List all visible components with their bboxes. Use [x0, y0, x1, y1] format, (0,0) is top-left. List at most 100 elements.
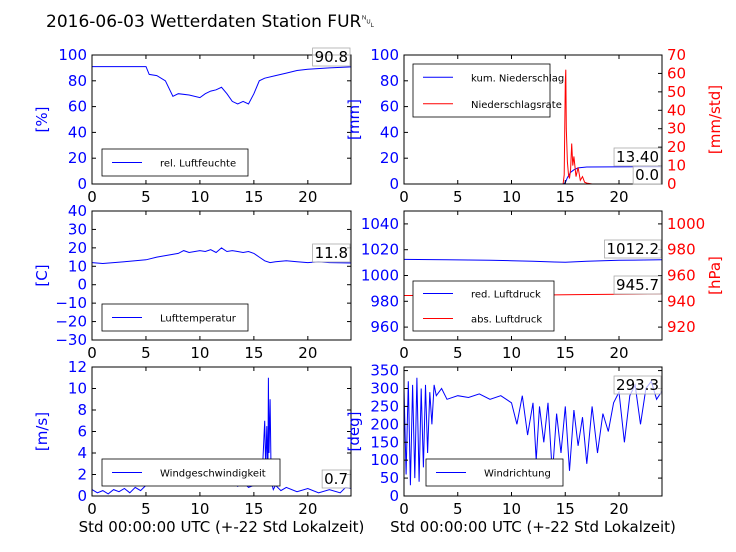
y-tick-label: 350 [370, 362, 399, 380]
y2-tick-label: 10 [667, 157, 686, 175]
x-axis-label: Std 00:00:00 UTC (+-22 Std Lokalzeit) [79, 518, 365, 536]
y2-tick-label: 40 [667, 101, 686, 119]
y2-tick-label: 60 [667, 64, 686, 82]
x-tick-label: 20 [298, 344, 317, 362]
x-tick-label: 10 [190, 500, 209, 518]
x-tick-label: 0 [399, 344, 409, 362]
y-tick-label: 4 [77, 444, 87, 462]
y-axis-label: [deg] [345, 412, 363, 452]
y-axis-label: [%] [33, 107, 51, 133]
y2-axis-label: [hPa] [706, 256, 724, 295]
x-tick-label: 5 [453, 344, 463, 362]
legend-label: Windrichtung [484, 469, 551, 480]
y-axis-label: [mm] [345, 99, 363, 140]
x-tick-label: 5 [453, 188, 463, 206]
x-tick-label: 20 [609, 500, 628, 518]
y-tick-label: 40 [380, 123, 399, 141]
y2-tick-label: 1000 [667, 215, 705, 233]
y-tick-label: 8 [77, 401, 87, 419]
y-tick-label: 150 [370, 433, 399, 451]
value-annotation: 0.7 [324, 470, 348, 488]
y2-tick-label: 50 [667, 83, 686, 101]
x-tick-label: 0 [399, 188, 409, 206]
y-tick-label: 2 [77, 466, 87, 484]
y2-tick-label: 940 [667, 292, 696, 310]
y-tick-label: 20 [68, 149, 87, 167]
x-tick-label: 20 [298, 188, 317, 206]
y-tick-label: 0 [389, 175, 399, 193]
series-line-rain-1 [404, 69, 662, 184]
y-tick-label: 1020 [361, 241, 399, 259]
x-tick-label: 5 [141, 500, 151, 518]
y-tick-label: 40 [68, 123, 87, 141]
y-tick-label: 200 [370, 415, 399, 433]
y-tick-label: 980 [370, 292, 399, 310]
value-annotation: 1012.2 [607, 240, 660, 258]
y-tick-label: 0 [389, 487, 399, 505]
y-tick-label: 10 [68, 380, 87, 398]
y-tick-label: 6 [77, 423, 87, 441]
x-tick-label: 15 [244, 500, 263, 518]
panel-humidity: 0 5 10 15 20 0 20 40 60 80 100 [%] rel. Luftfeuchte 9… [33, 46, 352, 206]
y2-tick-label: 0 [667, 175, 677, 193]
axes-frame [91, 54, 352, 185]
x-tick-label: 15 [244, 344, 263, 362]
x-tick-label: 0 [87, 188, 97, 206]
legend: Lufttemperatur [101, 303, 249, 332]
y-tick-label: 1040 [361, 215, 399, 233]
panel-temperature: 0 5 10 15 20−30−20−10010203040[C]Lufttempera… [33, 202, 352, 362]
x-tick-label: 15 [556, 188, 575, 206]
y-tick-label: 40 [68, 202, 87, 220]
y-tick-label: −20 [55, 313, 87, 331]
x-axis-label: Std 00:00:00 UTC (+-22 Std Lokalzeit) [390, 518, 676, 536]
value-annotation: 13.40 [616, 148, 659, 166]
x-tick-label: 20 [609, 188, 628, 206]
legend-label: Lufttemperatur [160, 314, 237, 325]
value-annotation: 945.7 [616, 276, 659, 294]
y-tick-label: 960 [370, 318, 399, 336]
legend-label: kum. Niederschlag [471, 73, 564, 84]
y2-axis-label: [mm/std] [706, 85, 724, 154]
x-tick-label: 10 [502, 500, 521, 518]
y-tick-label: −10 [55, 294, 87, 312]
y-tick-label: 12 [68, 358, 87, 376]
x-tick-label: 10 [502, 188, 521, 206]
legend: Windgeschwindigkeit [101, 458, 281, 487]
x-tick-label: 5 [453, 500, 463, 518]
y-tick-label: 1000 [361, 267, 399, 285]
legend: Windrichtung [425, 458, 564, 487]
y-tick-label: 20 [380, 149, 399, 167]
series-line-pressure-0 [404, 258, 662, 263]
axes-frame [91, 210, 352, 341]
y-tick-label: 100 [58, 46, 87, 64]
y2-tick-label: 70 [667, 46, 686, 64]
x-tick-label: 10 [190, 344, 209, 362]
y-tick-label: 250 [370, 397, 399, 415]
y-tick-label: 100 [370, 451, 399, 469]
x-tick-label: 0 [87, 500, 97, 518]
legend: red. Luftdruck abs. Luftdruck [412, 280, 555, 332]
value-annotation: 0.0 [635, 166, 659, 184]
x-tick-label: 0 [87, 344, 97, 362]
y-tick-label: 60 [68, 98, 87, 116]
axes-frame [403, 54, 663, 185]
axes-frame [403, 366, 663, 497]
y2-tick-label: 960 [667, 267, 696, 285]
legend-label: rel. Luftfeuchte [160, 159, 236, 170]
x-tick-label: 10 [190, 188, 209, 206]
y-tick-label: 0 [77, 276, 87, 294]
y-tick-label: 20 [68, 239, 87, 257]
x-tick-label: 10 [502, 344, 521, 362]
y-tick-label: 50 [380, 469, 399, 487]
x-tick-label: 15 [556, 344, 575, 362]
y-tick-label: 60 [380, 98, 399, 116]
y-tick-label: 80 [68, 72, 87, 90]
y-tick-label: 300 [370, 380, 399, 398]
x-tick-label: 5 [141, 344, 151, 362]
y2-tick-label: 20 [667, 138, 686, 156]
series-line-humidity-0 [92, 66, 351, 105]
x-tick-label: 15 [244, 188, 263, 206]
value-annotation: 90.8 [315, 48, 348, 66]
